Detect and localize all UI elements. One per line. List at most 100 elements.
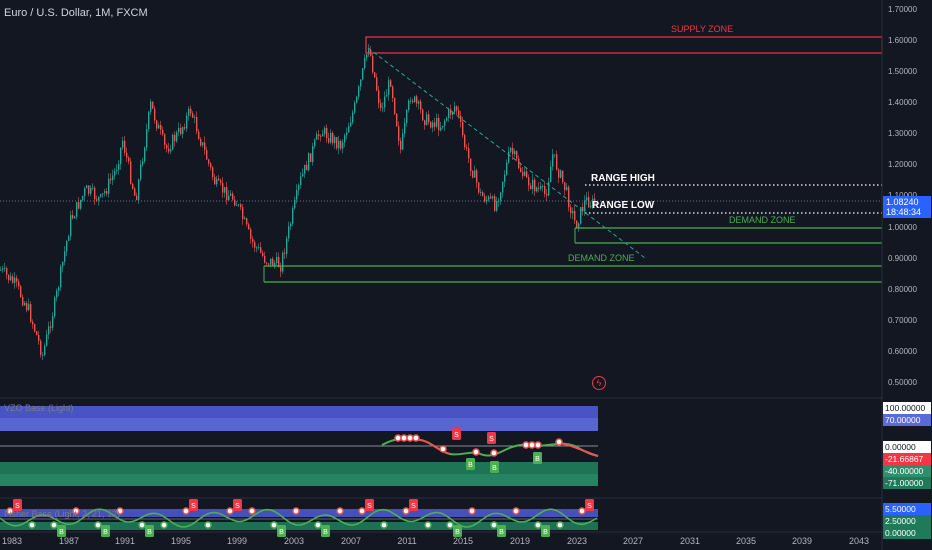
- candle: [124, 140, 126, 153]
- fisher-badge-letter: B: [59, 529, 64, 536]
- lightning-icon[interactable]: ϟ: [592, 376, 606, 390]
- candle: [60, 266, 62, 288]
- candle: [396, 113, 398, 127]
- candle: [244, 218, 246, 220]
- fisher-badge-letter: S: [191, 503, 196, 510]
- price-tick: 0.60000: [888, 347, 917, 356]
- fisher-badge-letter: S: [235, 503, 240, 510]
- time-tick: 2003: [283, 536, 305, 546]
- demand-zone-lower-label: DEMAND ZONE: [568, 253, 635, 263]
- vzo-signal-dot: [522, 441, 530, 449]
- candle: [234, 199, 236, 206]
- candle: [366, 54, 368, 58]
- candle: [264, 255, 266, 263]
- candle: [14, 277, 16, 283]
- vzo-buy-badge: [533, 452, 542, 464]
- fisher-signal-dot: [138, 521, 146, 529]
- candle: [170, 149, 172, 152]
- candle: [472, 171, 474, 178]
- candle: [240, 204, 242, 208]
- candle: [462, 121, 464, 136]
- candle: [340, 140, 342, 149]
- fisher-badge: [585, 499, 594, 511]
- candle: [538, 187, 540, 189]
- candle: [290, 223, 292, 227]
- vzo-title[interactable]: VZO Base (Light): [4, 403, 74, 413]
- candle: [242, 207, 244, 220]
- fisher-signal-dot: [424, 521, 432, 529]
- candle: [178, 127, 180, 133]
- fisher-signal-dot: [28, 521, 36, 529]
- candle: [42, 354, 44, 356]
- candle: [468, 148, 470, 159]
- time-tick: 2023: [566, 536, 588, 546]
- candle: [20, 286, 22, 298]
- fisher-badge-letter: B: [279, 529, 284, 536]
- candle: [140, 164, 142, 180]
- candle: [310, 153, 312, 162]
- candle: [114, 170, 116, 176]
- candle: [56, 290, 58, 298]
- fisher-signal-dot: [50, 521, 58, 529]
- candle: [254, 242, 256, 248]
- candle: [110, 178, 112, 180]
- candle: [560, 170, 562, 178]
- candle: [516, 151, 518, 159]
- time-tick: 2011: [397, 536, 417, 546]
- candle: [246, 218, 248, 225]
- candle: [98, 196, 100, 201]
- candle: [86, 185, 88, 189]
- candle: [544, 186, 546, 194]
- candle: [282, 252, 284, 272]
- candle: [342, 142, 344, 149]
- candle: [320, 135, 322, 137]
- candle: [46, 334, 48, 346]
- fisher-signal-dot: [358, 507, 366, 515]
- candle: [354, 102, 356, 113]
- candle: [350, 122, 352, 127]
- candle: [374, 72, 376, 78]
- candle: [484, 196, 486, 202]
- candle: [58, 287, 60, 291]
- price-tick: 1.30000: [888, 129, 917, 138]
- candle: [162, 129, 164, 135]
- candle: [304, 164, 306, 174]
- candle: [166, 144, 168, 149]
- candle: [284, 252, 286, 254]
- candle: [446, 117, 448, 121]
- candle: [344, 135, 346, 143]
- candle: [228, 195, 230, 201]
- fisher-badge-letter: S: [411, 503, 416, 510]
- candle: [480, 192, 482, 193]
- candle: [96, 199, 98, 201]
- time-tick: 2027: [622, 536, 644, 546]
- time-tick: 1987: [58, 536, 80, 546]
- candle: [358, 86, 360, 97]
- candle: [30, 304, 32, 322]
- candle: [76, 202, 78, 217]
- candles: [0, 44, 598, 360]
- time-tick: 1991: [114, 536, 136, 546]
- candle: [74, 216, 76, 219]
- candle: [202, 142, 204, 146]
- fisher-signal-dot: [72, 507, 80, 515]
- candle: [120, 147, 122, 165]
- candle: [346, 132, 348, 136]
- supply-zone[interactable]: [365, 36, 883, 54]
- candle: [402, 133, 404, 150]
- fisher-signal-dot: [468, 507, 476, 515]
- candle: [306, 164, 308, 171]
- candle: [444, 120, 446, 126]
- candle: [554, 154, 556, 156]
- candle: [360, 79, 362, 87]
- candle: [48, 326, 50, 335]
- candle: [16, 277, 18, 282]
- fisher-title[interactable]: Fisher Base (Light, 2, 21, 12): [4, 509, 121, 519]
- candle: [464, 135, 466, 148]
- candle: [318, 134, 320, 136]
- candle: [292, 208, 294, 224]
- candle: [102, 193, 104, 195]
- bar-countdown: 18:48:34: [886, 207, 922, 217]
- price-tick: 0.70000: [888, 316, 917, 325]
